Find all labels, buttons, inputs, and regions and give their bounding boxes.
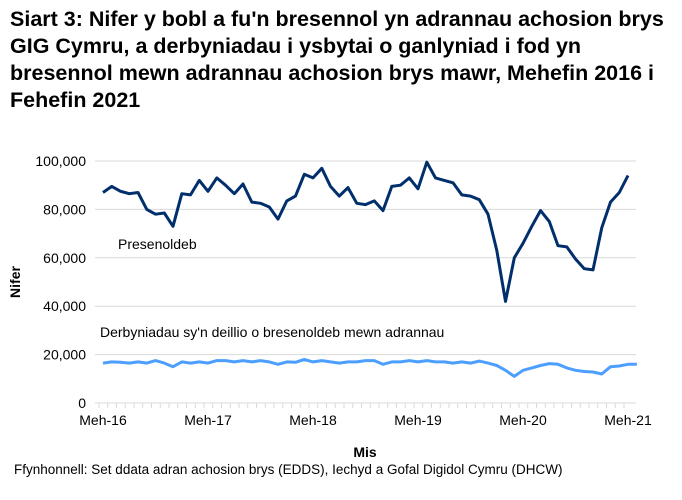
series-line-1 xyxy=(102,357,637,378)
series-label-attendances: Presenoldeb xyxy=(118,236,197,252)
source-note: Ffynhonnell: Set ddata adran achosion br… xyxy=(14,462,563,477)
y-tick-label: 60,000 xyxy=(43,250,86,266)
y-axis-label: Nifer xyxy=(7,266,23,298)
y-tick-label: 20,000 xyxy=(43,347,86,363)
series-label-admissions: Derbyniadau sy'n deillio o bresenoldeb m… xyxy=(100,324,444,340)
x-tick-label: Meh-21 xyxy=(604,412,652,428)
y-tick-label: 80,000 xyxy=(43,201,86,217)
series-line-0 xyxy=(102,160,630,303)
x-tick-label: Meh-16 xyxy=(79,412,127,428)
y-tick-label: 100,000 xyxy=(35,153,86,169)
x-tick-label: Meh-20 xyxy=(499,412,547,428)
y-tick-label: 40,000 xyxy=(43,298,86,314)
x-tick-label: Meh-18 xyxy=(289,412,337,428)
y-tick-label: 0 xyxy=(78,395,86,411)
x-tick-label: Meh-19 xyxy=(394,412,442,428)
x-axis-label: Mis xyxy=(353,444,377,460)
x-tick-label: Meh-17 xyxy=(184,412,232,428)
chart-title: Siart 3: Nifer y bobl a fu'n bresennol y… xyxy=(10,7,664,112)
